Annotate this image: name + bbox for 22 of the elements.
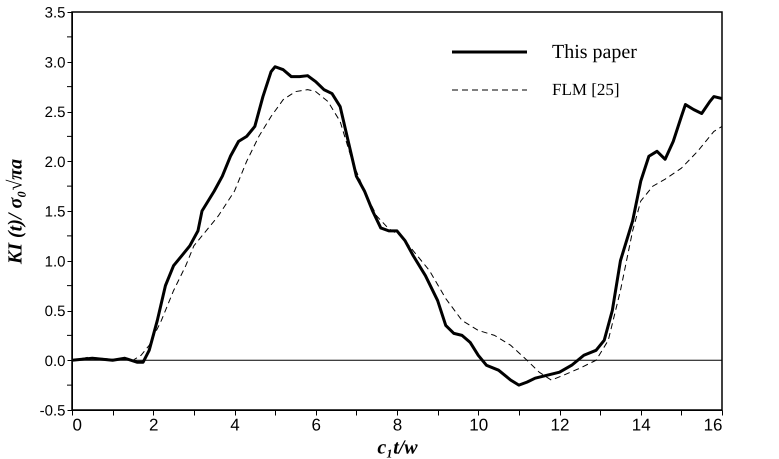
y-tick-label: 2.5 xyxy=(44,104,66,121)
y-tick-label: 1.0 xyxy=(44,253,66,270)
y-tick-label: 3.0 xyxy=(44,54,66,72)
legend-label: This paper xyxy=(552,41,638,63)
x-tick-label: 4 xyxy=(230,416,240,434)
y-tick-label: 2.0 xyxy=(44,154,66,171)
legend-label: FLM [25] xyxy=(552,80,620,99)
x-tick-label: 2 xyxy=(149,416,158,434)
x-tick-label: 12 xyxy=(550,416,570,434)
x-tick-label: 8 xyxy=(392,416,402,434)
y-tick-label: -0.5 xyxy=(40,402,66,420)
y-tick-label: 3.5 xyxy=(44,4,66,22)
x-tick-label: 14 xyxy=(632,416,651,434)
x-tick-label: 6 xyxy=(312,416,321,434)
x-axis-title: c₁t/w xyxy=(377,436,418,458)
x-tick-label: 0 xyxy=(72,416,82,434)
x-tick-label: 16 xyxy=(704,416,722,434)
x-tick-label: 10 xyxy=(469,416,488,434)
y-tick-label: 0.5 xyxy=(44,303,66,320)
y-axis-title: KI (t)/ σ₀√πa xyxy=(4,158,27,266)
y-tick-label: 0.0 xyxy=(44,352,66,370)
y-tick-label: 1.5 xyxy=(44,204,66,220)
